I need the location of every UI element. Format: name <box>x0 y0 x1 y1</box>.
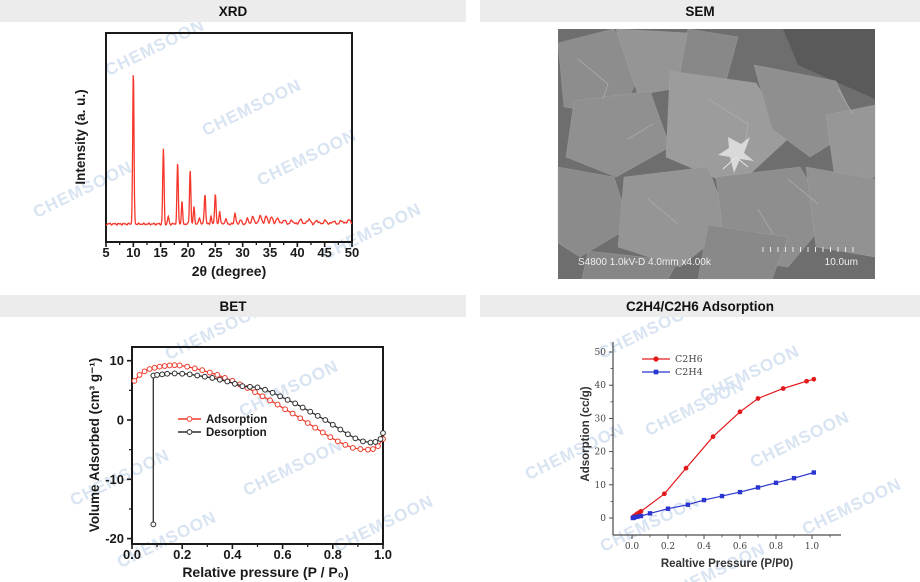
x-tick-label: 0.4 <box>223 547 242 562</box>
x-tick-label: 45 <box>317 245 331 260</box>
x-tick-label: 0.6 <box>274 547 292 562</box>
panel-header-bet: BET <box>0 295 466 317</box>
x-axis-label: Realtive Pressure (P/P0) <box>661 558 793 570</box>
x-tick-label: 50 <box>345 245 359 260</box>
panel-header-c2-adsorption: C2H4/C2H6 Adsorption <box>480 295 920 317</box>
sem-scale-bar: 10.0um <box>762 247 858 268</box>
x-axis: 5 10 15 20 25 30 35 40 45 50 <box>102 242 359 260</box>
y-tick-label: 40 <box>595 381 607 391</box>
series-desorption <box>150 370 386 528</box>
bright-particle <box>718 137 754 173</box>
series-c2h4 <box>630 470 816 521</box>
y-axis: 0 10 20 30 40 50 <box>595 348 613 524</box>
panel-title-xrd: XRD <box>218 3 248 19</box>
legend-label: C2H6 <box>675 354 703 365</box>
x-axis-label: 2θ (degree) <box>192 263 266 279</box>
bet-plot-area: 0.0 0.2 0.4 0.6 0.8 1.0 10 0 -10 -20 Relative pres… <box>87 346 392 580</box>
y-axis-label: Intensity (a. u.) <box>73 89 88 184</box>
x-tick-label: 25 <box>208 245 222 260</box>
x-tick-label: 35 <box>263 245 277 260</box>
panel-header-sem: SEM <box>480 0 920 22</box>
y-tick-label: 10 <box>595 481 607 491</box>
bet-chart: 0.0 0.2 0.4 0.6 0.8 1.0 10 0 -10 -20 Relative pres… <box>87 346 392 580</box>
sem-image-content: S4800 1.0kV-D 4.0mm x4.00k 10.0um <box>557 28 876 280</box>
sem-micrograph: S4800 1.0kV-D 4.0mm x4.00k 10.0um <box>557 28 876 280</box>
y-axis-label: Adsorption (cc/g) <box>580 386 592 481</box>
legend-label: C2H4 <box>675 367 703 378</box>
panel-title-sem: SEM <box>685 3 715 19</box>
sem-info-text: S4800 1.0kV-D 4.0mm x4.00k <box>578 257 712 268</box>
panel-title-bet: BET <box>219 298 247 314</box>
x-axis: 0.0 0.2 0.4 0.6 0.8 1.0 <box>123 544 392 562</box>
c2-plot-area: 0 10 20 30 40 50 0.0 0.2 0.4 0.6 0.8 1.0 Realtive Pr… <box>580 342 841 570</box>
x-axis: 0.0 0.2 0.4 0.6 0.8 1.0 <box>625 535 831 552</box>
x-tick-label: 20 <box>181 245 195 260</box>
xrd-chart: 5 10 15 20 25 30 35 40 45 50 2θ (degree) Intensity … <box>73 32 359 279</box>
x-tick-label: 0.2 <box>661 542 675 552</box>
x-tick-label: 0.8 <box>769 542 784 552</box>
xrd-plot-area: 5 10 15 20 25 30 35 40 45 50 2θ (degree) Intensity … <box>73 32 359 279</box>
x-tick-label: 30 <box>235 245 249 260</box>
y-tick-label: -20 <box>105 531 124 546</box>
x-tick-label: 5 <box>102 245 109 260</box>
y-tick-label: 0 <box>117 413 124 428</box>
x-axis-label: Relative pressure (P / P₀) <box>182 564 348 580</box>
x-tick-label: 0.8 <box>324 547 342 562</box>
panel-title-c2-adsorption: C2H4/C2H6 Adsorption <box>625 298 775 314</box>
legend: C2H6 C2H4 <box>642 354 703 378</box>
xrd-trace <box>105 75 353 226</box>
x-tick-label: 0.4 <box>697 542 712 552</box>
y-tick-label: 0 <box>600 514 606 524</box>
plot-frame <box>105 32 353 243</box>
y-tick-label: 20 <box>595 448 607 458</box>
x-tick-label: 40 <box>290 245 304 260</box>
y-tick-label: -10 <box>105 472 124 487</box>
series-c2h6 <box>630 376 817 520</box>
x-tick-label: 0.2 <box>173 547 191 562</box>
x-tick-label: 10 <box>126 245 140 260</box>
legend-label: Desorption <box>206 427 267 439</box>
y-tick-label: 50 <box>595 348 607 358</box>
x-tick-label: 1.0 <box>374 547 392 562</box>
x-tick-label: 0.0 <box>625 542 640 552</box>
legend-label: Adsorption <box>206 414 267 426</box>
c2-adsorption-chart: 0 10 20 30 40 50 0.0 0.2 0.4 0.6 0.8 1.0 Realtive Pr… <box>580 342 841 570</box>
x-tick-label: 1.0 <box>805 542 820 552</box>
y-axis-label: Volume Adsorbed (cm³ g⁻¹) <box>87 358 102 532</box>
panel-header-xrd: XRD <box>0 0 466 22</box>
x-tick-label: 15 <box>153 245 167 260</box>
x-tick-label: 0.6 <box>733 542 748 552</box>
y-axis: 10 0 -10 -20 <box>105 353 132 546</box>
y-tick-label: 30 <box>595 414 607 424</box>
y-tick-label: 10 <box>110 353 124 368</box>
sem-scale-label: 10.0um <box>825 257 858 268</box>
x-tick-label: 0.0 <box>123 547 141 562</box>
series-adsorption <box>131 362 386 453</box>
